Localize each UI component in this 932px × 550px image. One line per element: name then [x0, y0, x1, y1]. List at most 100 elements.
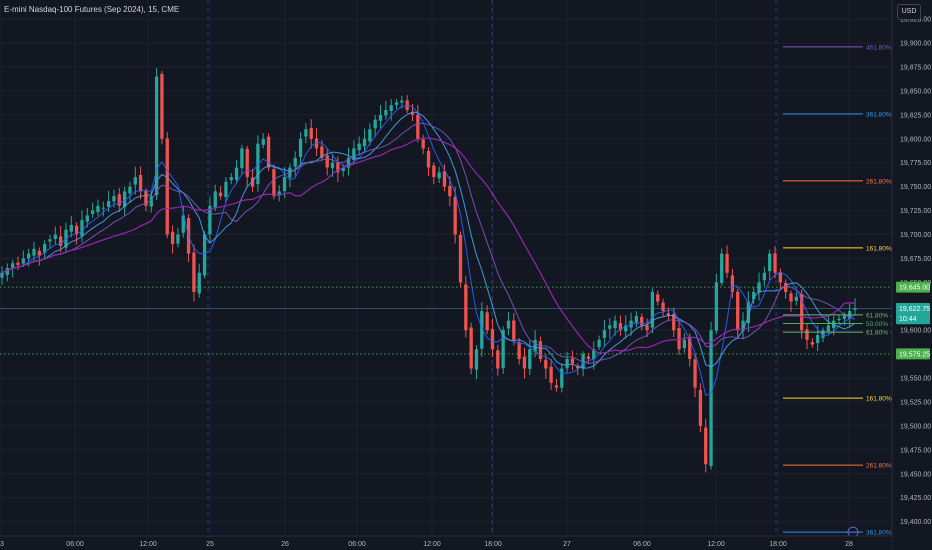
candle-body: [458, 235, 463, 283]
candle-body: [554, 385, 559, 388]
candle-body: [741, 320, 745, 331]
chart-title: E-mini Nasdaq-100 Futures (Sep 2024), 15…: [4, 5, 180, 14]
candle-body: [357, 143, 361, 151]
candle-body: [698, 389, 703, 426]
ma-mid-line: [1, 111, 856, 369]
currency-button[interactable]: USD: [897, 4, 921, 20]
candle-body: [309, 128, 313, 139]
candle-body: [16, 262, 20, 266]
candle-body: [160, 73, 164, 139]
candle-body: [421, 139, 425, 149]
candle-body: [21, 258, 25, 264]
y-tick-label: 19,875.00: [900, 65, 931, 72]
candle-body: [464, 284, 468, 331]
candle-body: [138, 175, 143, 192]
candle-body: [709, 330, 713, 466]
candle-body: [394, 102, 399, 105]
candle-body: [384, 110, 388, 116]
candle-body: [314, 138, 319, 149]
candle-body: [800, 294, 804, 331]
candle-body: [666, 313, 671, 316]
candle-body: [362, 138, 367, 147]
fib-level-label: 461.80% -: [866, 44, 896, 51]
candle-body: [234, 167, 239, 180]
candle-body: [410, 112, 415, 115]
x-tick-label: 12:00: [139, 541, 157, 548]
candle-body: [426, 151, 431, 168]
x-tick-label: 3: [0, 541, 4, 548]
x-tick-label: 26: [281, 541, 289, 548]
candle-body: [757, 282, 761, 293]
fib-level-label: 261.80% -: [866, 178, 896, 185]
candle-body: [576, 366, 580, 369]
candle-body: [842, 315, 846, 319]
time-axis: [0, 536, 892, 550]
candle-body: [336, 162, 340, 173]
candle-body: [480, 311, 484, 349]
candle-body: [154, 76, 159, 196]
candle-body: [437, 172, 441, 179]
fib-level-label: 50.00% -: [866, 321, 892, 328]
candle-body: [48, 239, 52, 242]
candle-body: [789, 293, 793, 302]
candle-body: [773, 253, 777, 273]
candle-body: [346, 157, 351, 168]
candle-body: [117, 194, 121, 206]
candle-body: [538, 341, 543, 359]
y-tick-label: 19,800.00: [900, 136, 931, 143]
candle-body: [112, 196, 116, 202]
candle-body: [224, 181, 228, 198]
candle-body: [53, 234, 57, 239]
candle-body: [202, 234, 207, 276]
candle-body: [613, 320, 617, 329]
candle-body: [170, 231, 175, 245]
fib-level-label: 361.80% -: [866, 530, 896, 537]
candle-body: [293, 157, 297, 167]
y-tick-label: 19,725.00: [900, 208, 931, 215]
x-tick-label: 18:00: [769, 541, 787, 548]
candle-body: [453, 196, 457, 235]
y-tick-label: 19,450.00: [900, 471, 931, 478]
candle-body: [826, 325, 830, 332]
fib-level-label: 61.80% -: [866, 330, 892, 337]
candle-body: [304, 129, 308, 137]
candle-body: [277, 191, 281, 196]
candle-body: [218, 192, 223, 197]
candle-body: [650, 291, 655, 328]
candle-body: [80, 220, 84, 237]
y-tick-label: 19,400.00: [900, 519, 931, 526]
candle-body: [533, 339, 537, 352]
ma-fast-line: [1, 105, 856, 396]
candle-body: [752, 291, 756, 300]
candle-body: [27, 253, 31, 259]
candle-body: [501, 330, 505, 369]
y-tick-label: 19,775.00: [900, 160, 931, 167]
candle-body: [672, 314, 676, 331]
candle-body: [442, 170, 447, 187]
y-tick-label: 19,600.00: [900, 328, 931, 335]
candle-body: [506, 320, 511, 329]
candle-body: [149, 196, 153, 207]
candle-body: [85, 215, 89, 222]
fib-level-label: 61.80% -: [866, 312, 892, 319]
y-tick-label: 19,675.00: [900, 256, 931, 263]
candle-body: [581, 354, 585, 369]
x-tick-label: 28: [845, 541, 853, 548]
fib-level-label: 161.80% -: [866, 245, 896, 252]
candle-body: [144, 191, 148, 206]
candle-body: [490, 329, 495, 350]
candle-body: [496, 350, 500, 369]
candle-body: [128, 186, 132, 194]
y-tick-label: 19,500.00: [900, 423, 931, 430]
candle-body: [656, 294, 660, 302]
x-tick-label: 12:00: [423, 541, 441, 548]
candle-body: [677, 327, 681, 350]
candle-body: [208, 205, 212, 235]
price-axis: [892, 0, 932, 550]
candle-body: [485, 312, 489, 331]
candle-body: [730, 275, 735, 292]
candle-body: [704, 427, 708, 465]
candle-body: [474, 349, 479, 370]
